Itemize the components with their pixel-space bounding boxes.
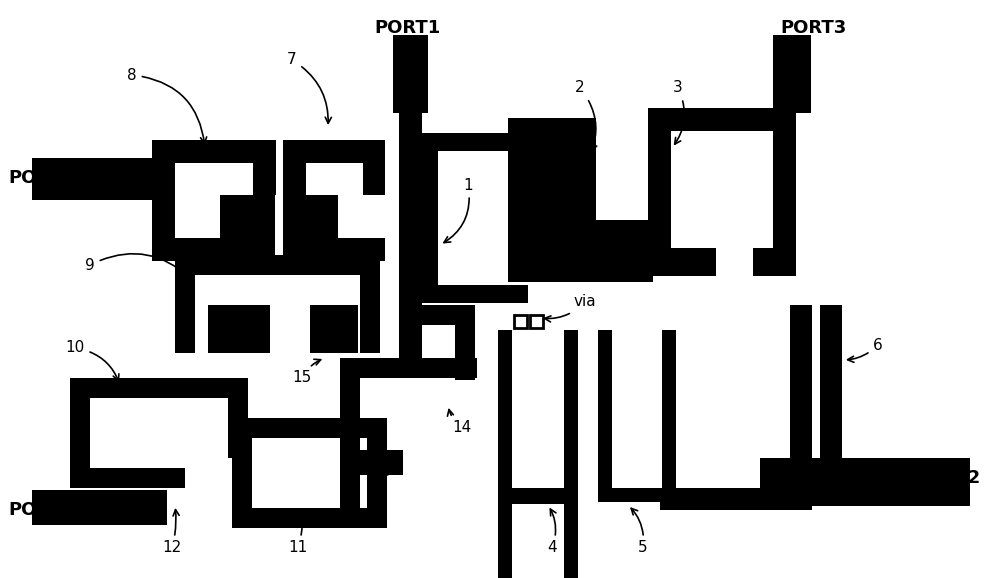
Bar (152, 140, 175, 260)
Text: 8: 8 (127, 68, 207, 143)
Text: 9: 9 (85, 254, 189, 277)
Bar (662, 330, 676, 502)
Bar (228, 378, 248, 458)
Bar (70, 468, 185, 488)
Bar (363, 140, 385, 195)
Bar (790, 478, 842, 500)
Bar (340, 358, 360, 508)
Bar (760, 458, 970, 506)
Text: PORT3: PORT3 (780, 19, 846, 37)
Bar (232, 418, 387, 438)
Bar (367, 418, 387, 528)
Bar (220, 195, 275, 263)
Bar (70, 378, 248, 398)
Bar (773, 131, 796, 271)
Bar (530, 315, 543, 328)
Bar (648, 131, 671, 271)
Bar (393, 35, 428, 113)
Text: PORT4: PORT4 (9, 169, 75, 187)
Text: 15: 15 (292, 360, 321, 386)
Bar (355, 450, 403, 475)
Bar (399, 305, 422, 365)
Bar (32, 158, 154, 200)
Text: 10: 10 (65, 340, 119, 381)
Bar (790, 305, 812, 493)
Text: 7: 7 (287, 53, 331, 123)
Bar (508, 118, 596, 178)
Bar (564, 330, 578, 502)
Bar (773, 35, 811, 113)
Bar (420, 285, 528, 303)
Bar (660, 488, 792, 510)
Text: 6: 6 (848, 338, 883, 362)
Text: 5: 5 (631, 508, 648, 555)
Bar (283, 195, 338, 263)
Bar (648, 248, 716, 276)
Bar (598, 330, 612, 502)
Bar (753, 248, 796, 276)
Bar (70, 378, 90, 488)
Text: PORT5: PORT5 (9, 501, 75, 519)
Bar (152, 238, 272, 261)
Bar (498, 490, 578, 504)
Bar (498, 500, 512, 578)
Bar (232, 508, 387, 528)
Bar (508, 178, 596, 220)
Text: PORT2: PORT2 (915, 469, 981, 487)
Bar (175, 255, 380, 275)
Bar (283, 140, 385, 163)
Text: 3: 3 (673, 80, 684, 144)
Bar (340, 418, 360, 510)
Bar (399, 305, 459, 325)
Bar (564, 500, 578, 578)
Bar (340, 358, 402, 378)
Bar (508, 220, 653, 282)
Text: 1: 1 (444, 177, 473, 243)
Bar (399, 358, 477, 378)
Bar (402, 113, 419, 165)
Bar (420, 133, 438, 303)
Text: 14: 14 (447, 410, 472, 435)
Bar (648, 108, 796, 131)
Bar (32, 490, 167, 525)
Bar (253, 140, 276, 195)
Bar (790, 488, 812, 510)
Bar (360, 275, 380, 353)
Bar (283, 238, 385, 261)
Bar (232, 418, 252, 528)
Bar (598, 488, 676, 502)
Bar (399, 113, 422, 313)
Bar (498, 488, 578, 502)
Text: 11: 11 (288, 514, 308, 555)
Bar (152, 140, 272, 163)
Bar (455, 305, 475, 380)
Text: 2: 2 (575, 80, 597, 151)
Bar (498, 330, 512, 502)
Text: 12: 12 (162, 510, 182, 555)
Bar (208, 305, 270, 353)
Text: via: via (545, 295, 596, 322)
Bar (514, 315, 527, 328)
Text: PORT1: PORT1 (375, 19, 441, 37)
Bar (283, 140, 306, 260)
Bar (420, 133, 528, 151)
Text: 13: 13 (361, 464, 392, 480)
Bar (820, 305, 842, 460)
Bar (310, 305, 358, 353)
Bar (175, 275, 195, 353)
Text: 4: 4 (547, 509, 557, 555)
